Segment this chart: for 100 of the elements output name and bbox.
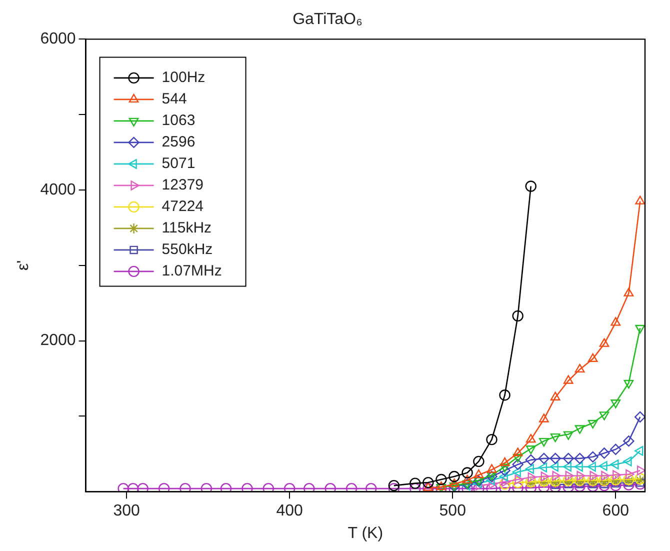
point [635, 196, 645, 204]
y-tick-label: 6000 [40, 30, 76, 48]
point [499, 482, 510, 492]
point [626, 469, 634, 480]
y-axis-title: ε' [15, 260, 32, 270]
point [486, 464, 497, 473]
point [284, 482, 296, 492]
point [590, 470, 598, 481]
point [486, 434, 498, 446]
point [562, 481, 574, 492]
point [514, 474, 524, 484]
x-tick-label: 400 [276, 502, 304, 520]
point [612, 470, 622, 480]
x-tick-label: 300 [113, 502, 140, 520]
point [562, 462, 572, 472]
legend-label: 12379 [162, 176, 204, 194]
point [242, 482, 253, 492]
y-tick-label: 2000 [40, 332, 76, 350]
point [574, 364, 585, 373]
point [538, 452, 550, 464]
legend-label: 1.07MHz [162, 262, 222, 280]
point [601, 470, 610, 481]
point [499, 472, 508, 482]
point [388, 482, 400, 492]
point [598, 448, 610, 459]
legend-label: 550kHz [162, 241, 213, 258]
point [623, 456, 632, 466]
point [563, 375, 574, 384]
point [610, 460, 619, 470]
point [512, 467, 521, 477]
legend-label: 47224 [162, 198, 204, 216]
point [486, 475, 495, 486]
point [476, 480, 484, 490]
point [634, 446, 644, 456]
legend-label: 544 [162, 90, 187, 108]
point [158, 482, 170, 492]
legend-label: 2596 [162, 134, 196, 151]
point [474, 469, 484, 478]
x-tick-label: 600 [602, 502, 630, 520]
x-tick-label: 500 [439, 502, 466, 520]
legend-label: 5071 [162, 155, 196, 172]
point [587, 480, 598, 492]
point [137, 482, 148, 492]
point [623, 479, 634, 490]
point [262, 482, 274, 492]
point [623, 435, 634, 447]
chart-title: GaTiTaO₆ [292, 11, 362, 28]
point [588, 353, 598, 362]
point [525, 180, 536, 192]
point [526, 434, 536, 443]
point [499, 478, 510, 490]
point [551, 480, 560, 489]
point [634, 411, 645, 423]
point [118, 482, 129, 492]
point [436, 474, 447, 486]
point [528, 472, 536, 482]
point [538, 414, 549, 422]
point [410, 482, 421, 492]
point [448, 470, 460, 482]
point [525, 482, 536, 492]
point [550, 481, 561, 492]
x-axis-title: T (K) [348, 524, 384, 542]
point [200, 482, 212, 492]
point [512, 482, 524, 492]
y-tick-label: 4000 [40, 181, 76, 198]
point [346, 482, 358, 492]
point [587, 462, 596, 472]
point [550, 392, 560, 400]
point [324, 482, 336, 492]
point [180, 482, 191, 492]
point [624, 478, 633, 487]
point [574, 452, 586, 464]
point [525, 464, 534, 474]
point [473, 456, 484, 468]
point [540, 472, 550, 482]
point [637, 466, 645, 476]
point [562, 452, 574, 464]
point [462, 474, 472, 484]
legend-label: 115kHz [162, 220, 212, 237]
point [499, 464, 510, 476]
point [422, 476, 434, 488]
point [304, 482, 315, 492]
point [587, 451, 598, 463]
point [499, 389, 510, 401]
point [550, 462, 558, 472]
point [525, 454, 536, 466]
point [610, 444, 622, 455]
legend-label: 1063 [162, 112, 196, 130]
point [624, 288, 634, 296]
point [502, 476, 510, 487]
point [610, 480, 622, 492]
point [598, 461, 608, 471]
point [565, 470, 574, 481]
point [610, 317, 621, 326]
point [538, 462, 548, 472]
point [512, 310, 524, 322]
point [388, 480, 400, 492]
point [599, 338, 610, 347]
point [449, 478, 460, 488]
legend-label: 100Hz [162, 69, 206, 86]
